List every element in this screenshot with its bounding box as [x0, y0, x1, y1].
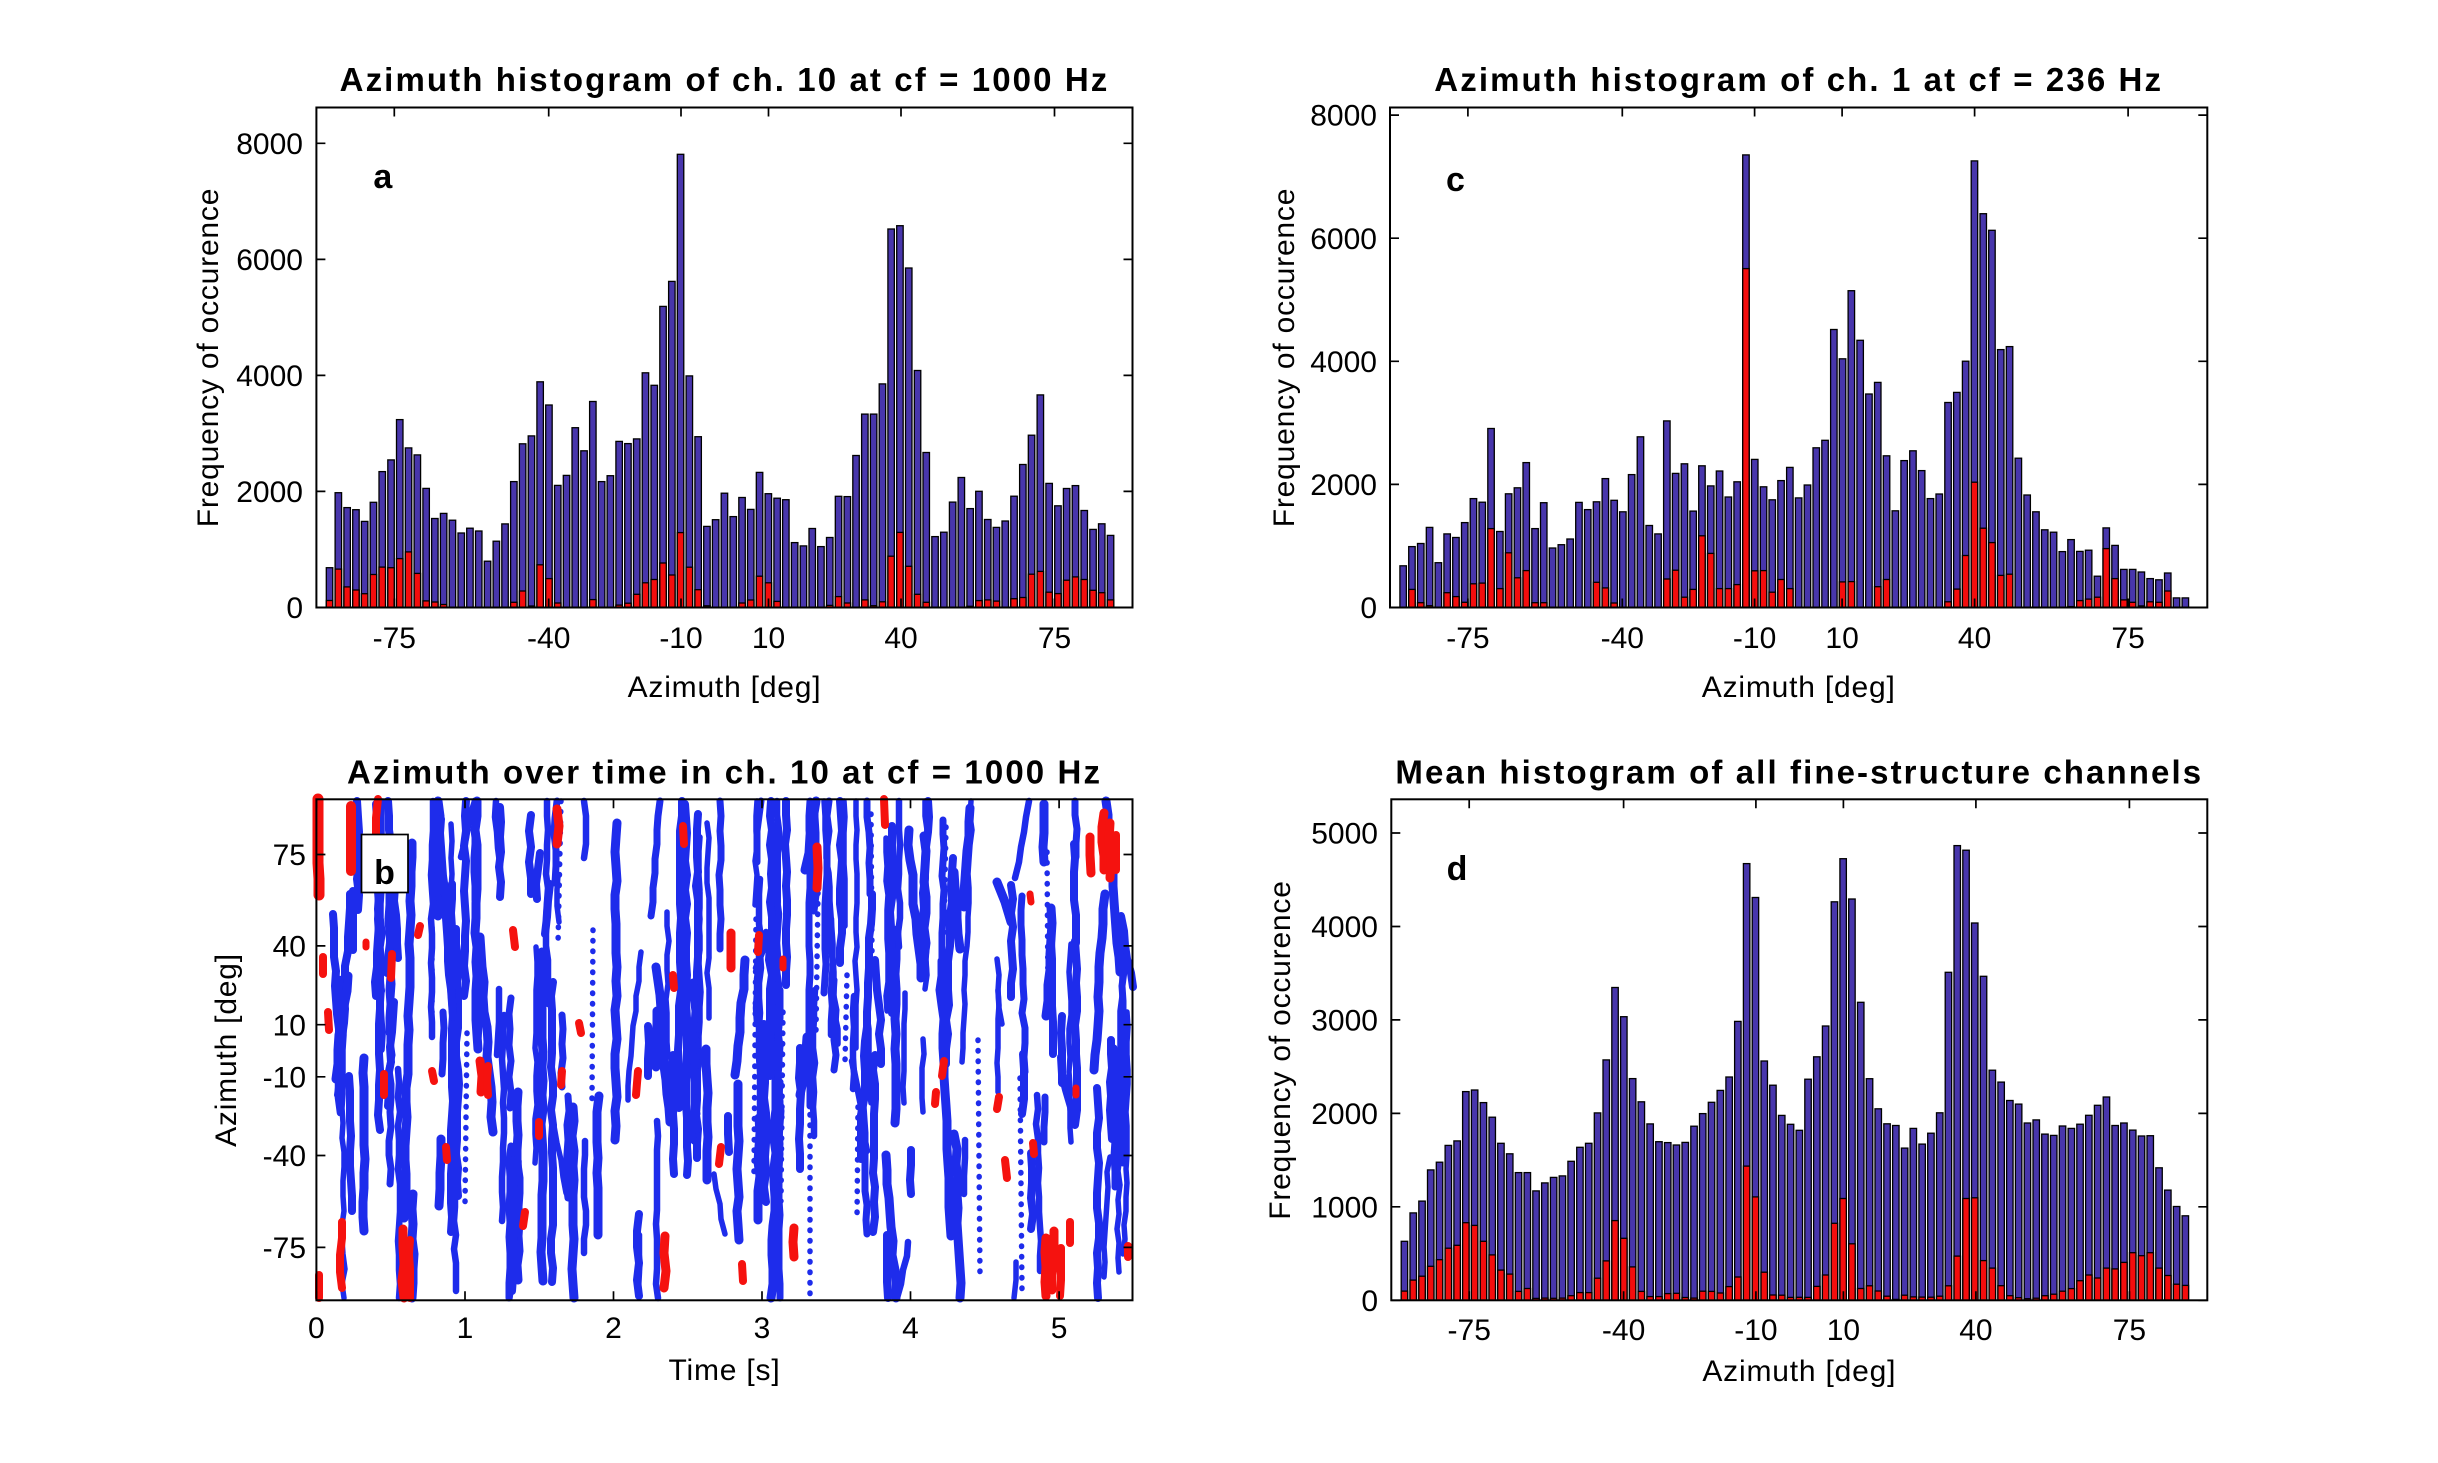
svg-text:2000: 2000 — [1311, 1098, 1378, 1131]
svg-text:3: 3 — [754, 1312, 771, 1345]
svg-text:75: 75 — [1038, 622, 1071, 655]
svg-text:-75: -75 — [1446, 622, 1489, 655]
svg-text:Azimuth over time in ch. 10 at: Azimuth over time in ch. 10 at cf = 1000… — [347, 754, 1102, 791]
svg-text:10: 10 — [1827, 1314, 1860, 1347]
svg-text:-40: -40 — [1601, 622, 1644, 655]
svg-text:-40: -40 — [1602, 1314, 1645, 1347]
svg-text:4000: 4000 — [236, 360, 303, 393]
svg-text:4: 4 — [902, 1312, 919, 1345]
svg-text:2000: 2000 — [236, 476, 303, 509]
svg-text:8000: 8000 — [236, 128, 303, 161]
svg-text:0: 0 — [286, 592, 303, 625]
svg-text:Azimuth [deg]: Azimuth [deg] — [1702, 671, 1896, 704]
svg-text:75: 75 — [273, 839, 306, 872]
svg-text:5000: 5000 — [1311, 818, 1378, 851]
svg-text:-40: -40 — [263, 1140, 306, 1173]
svg-text:1: 1 — [457, 1312, 474, 1345]
svg-text:4000: 4000 — [1310, 346, 1377, 379]
svg-text:3000: 3000 — [1311, 1005, 1378, 1038]
svg-text:Azimuth histogram of ch. 10 at: Azimuth histogram of ch. 10 at cf = 1000… — [340, 61, 1110, 98]
svg-text:Azimuth histogram of ch. 1 at: Azimuth histogram of ch. 1 at cf = 236 H… — [1434, 61, 2163, 98]
svg-text:10: 10 — [273, 1009, 306, 1042]
svg-text:1000: 1000 — [1311, 1191, 1378, 1224]
svg-text:d: d — [1447, 850, 1468, 888]
svg-text:-10: -10 — [1733, 622, 1776, 655]
svg-text:40: 40 — [884, 622, 917, 655]
svg-text:b: b — [374, 854, 395, 892]
svg-text:-10: -10 — [263, 1061, 306, 1094]
svg-text:Frequency of occurence: Frequency of occurence — [1264, 880, 1297, 1219]
svg-text:0: 0 — [1360, 592, 1377, 625]
svg-text:-75: -75 — [373, 622, 416, 655]
svg-text:Azimuth [deg]: Azimuth [deg] — [628, 671, 822, 704]
svg-text:2: 2 — [605, 1312, 622, 1345]
svg-text:c: c — [1446, 161, 1465, 199]
svg-text:4000: 4000 — [1311, 911, 1378, 944]
svg-text:40: 40 — [1959, 1314, 1992, 1347]
svg-text:-75: -75 — [263, 1232, 306, 1265]
svg-text:-10: -10 — [659, 622, 702, 655]
svg-text:-10: -10 — [1734, 1314, 1777, 1347]
svg-text:8000: 8000 — [1310, 100, 1377, 133]
svg-text:40: 40 — [1958, 622, 1991, 655]
svg-text:0: 0 — [308, 1312, 325, 1345]
svg-text:0: 0 — [1361, 1285, 1378, 1318]
svg-text:Azimuth [deg]: Azimuth [deg] — [210, 953, 243, 1147]
svg-text:2000: 2000 — [1310, 469, 1377, 502]
svg-text:Mean histogram of all fine-str: Mean histogram of all fine-structure cha… — [1395, 754, 2203, 791]
svg-text:5: 5 — [1051, 1312, 1068, 1345]
svg-text:Frequency of occurence: Frequency of occurence — [1268, 188, 1301, 527]
svg-text:-75: -75 — [1448, 1314, 1491, 1347]
svg-text:75: 75 — [2113, 1314, 2146, 1347]
svg-text:10: 10 — [1825, 622, 1858, 655]
svg-text:-40: -40 — [527, 622, 570, 655]
svg-text:6000: 6000 — [236, 244, 303, 277]
svg-text:a: a — [373, 158, 393, 196]
svg-text:6000: 6000 — [1310, 223, 1377, 256]
svg-text:Time [s]: Time [s] — [669, 1354, 781, 1387]
svg-text:Frequency of occurence: Frequency of occurence — [192, 188, 225, 527]
svg-text:75: 75 — [2111, 622, 2144, 655]
svg-text:40: 40 — [273, 931, 306, 964]
svg-text:Azimuth [deg]: Azimuth [deg] — [1702, 1355, 1896, 1388]
svg-text:10: 10 — [752, 622, 785, 655]
